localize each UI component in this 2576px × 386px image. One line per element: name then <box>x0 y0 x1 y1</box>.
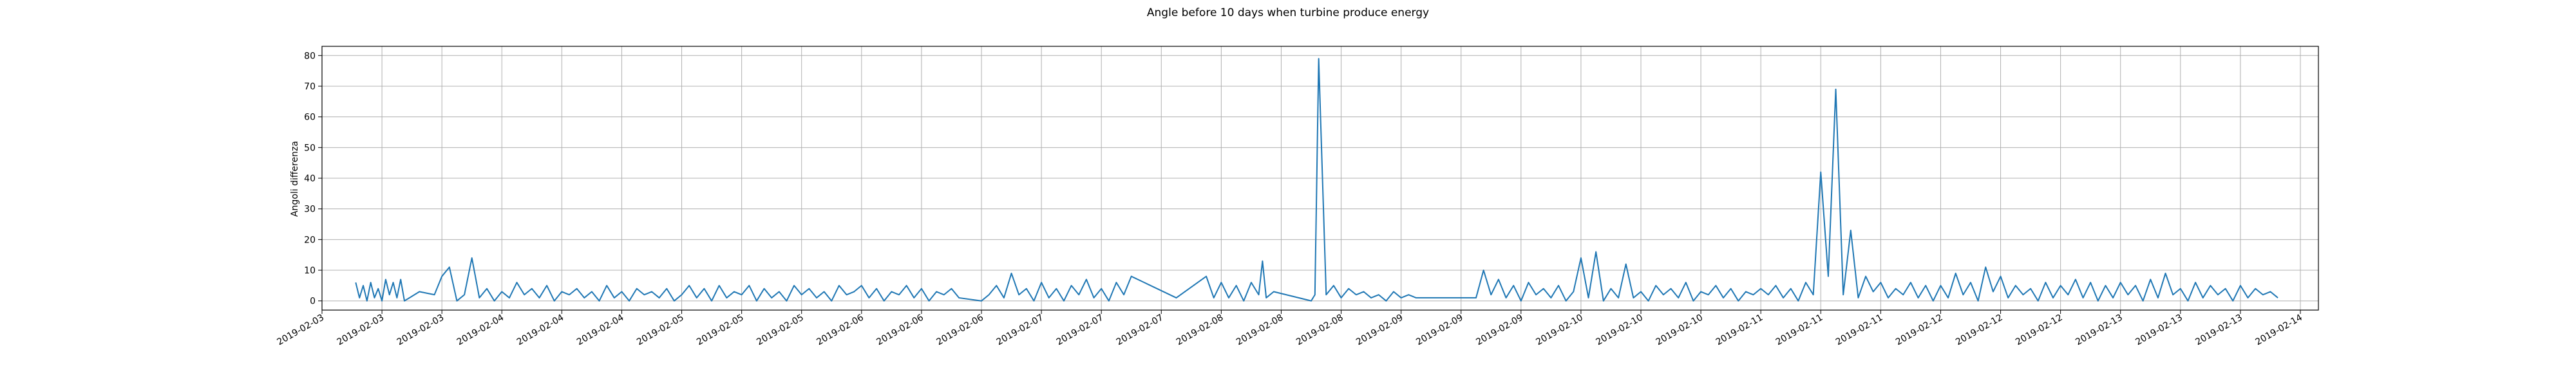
y-axis-ticks: 0 10 20 30 40 50 60 70 80 <box>304 51 322 307</box>
y-tick-label: 10 <box>304 266 316 276</box>
chart-title: Angle before 10 days when turbine produc… <box>1147 6 1429 19</box>
y-tick-label: 70 <box>304 82 316 92</box>
grid-lines <box>321 46 2318 310</box>
y-tick-label: 0 <box>310 297 316 307</box>
y-axis-label: Angoli differenza <box>290 141 300 217</box>
y-tick-label: 40 <box>304 174 316 184</box>
y-tick-label: 50 <box>304 143 316 153</box>
series-line <box>355 58 2278 302</box>
y-tick-label: 20 <box>304 235 316 245</box>
plot-frame <box>321 46 2319 311</box>
y-tick-label: 60 <box>304 113 316 123</box>
y-tick-label: 30 <box>304 205 316 215</box>
series-layer <box>355 58 2278 302</box>
y-tick-label: 80 <box>304 51 316 61</box>
